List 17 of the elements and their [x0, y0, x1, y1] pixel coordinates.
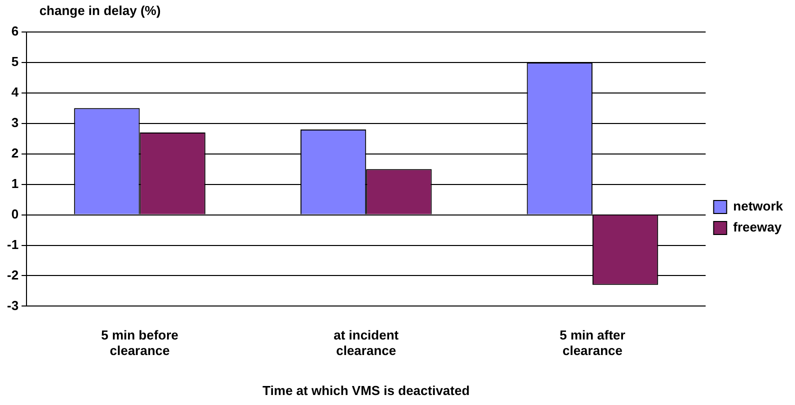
x-tick-label: 5 min before clearance — [101, 328, 178, 358]
y-tick-label: 5 — [11, 54, 19, 70]
y-tick-label: 1 — [11, 176, 19, 191]
y-tick-label: -3 — [6, 298, 19, 313]
y-tick-label: 3 — [11, 114, 19, 130]
y-axis-title: change in delay (%) — [38, 2, 162, 20]
y-tick-label: 0 — [11, 206, 19, 222]
x-axis-title: Time at which VMS is deactivated — [262, 382, 470, 398]
y-tick-label: 6 — [11, 24, 19, 39]
legend-label: network — [733, 198, 784, 214]
y-tick-label: 2 — [11, 145, 19, 160]
legend-label: freeway — [733, 220, 782, 235]
x-tick-label: at incident clearance — [334, 328, 400, 358]
y-tick-label: -2 — [6, 267, 19, 282]
y-tick-label: -1 — [6, 236, 19, 252]
x-tick-label: 5 min after clearance — [560, 328, 626, 358]
y-tick-label: 4 — [11, 84, 20, 100]
